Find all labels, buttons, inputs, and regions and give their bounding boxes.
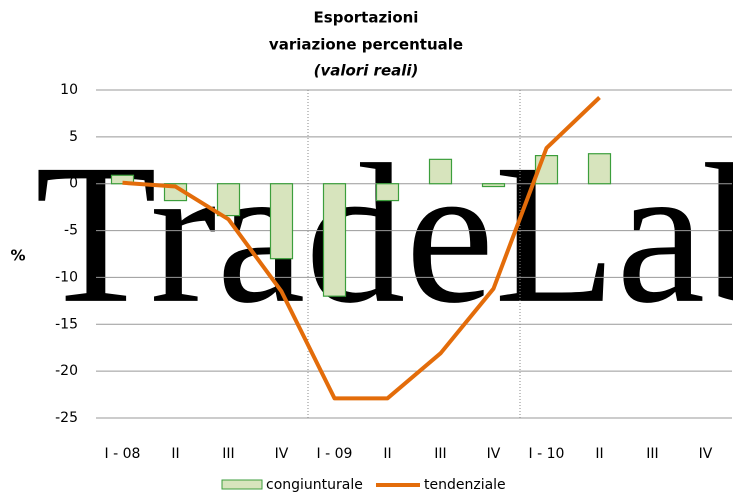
x-tick-label: IV [487, 446, 501, 462]
chart-subtitle: variazione percentuale [269, 36, 463, 54]
y-tick-label: 5 [69, 129, 78, 145]
y-tick-label: -10 [55, 269, 78, 285]
x-tick-label: IV [699, 446, 713, 462]
x-tick-label: II [171, 446, 179, 462]
bar [269, 183, 294, 260]
y-tick-label: -25 [55, 410, 78, 426]
y-tick-label: 0 [69, 176, 78, 192]
y-tick-label: -15 [55, 316, 78, 332]
x-tick-label: II [383, 446, 391, 462]
line [122, 96, 601, 401]
y-tick-label: -5 [64, 223, 78, 239]
legend-label: tendenziale [424, 477, 506, 493]
x-tick-label: III [646, 446, 658, 462]
bar [587, 153, 612, 185]
x-tick-label: I - 10 [529, 446, 565, 462]
chart-subtitle: (valori reali) [314, 62, 419, 80]
bar [322, 183, 347, 297]
chart-title: Esportazioni [314, 9, 419, 27]
y-axis-label: % [10, 247, 25, 265]
x-tick-label: III [434, 446, 446, 462]
x-tick-label: II [595, 446, 603, 462]
y-tick-label: -20 [55, 363, 78, 379]
bar [375, 183, 400, 202]
x-tick-label: I - 08 [105, 446, 141, 462]
y-tick-label: 10 [60, 82, 78, 98]
legend-label: congiunturale [266, 477, 363, 493]
x-tick-label: III [222, 446, 234, 462]
watermark: TradeLab [35, 124, 733, 345]
bar [216, 183, 241, 217]
bar [481, 183, 506, 188]
x-tick-label: I - 09 [317, 446, 353, 462]
legend-swatch [221, 479, 263, 490]
bar [428, 158, 453, 185]
x-tick-label: IV [275, 446, 289, 462]
